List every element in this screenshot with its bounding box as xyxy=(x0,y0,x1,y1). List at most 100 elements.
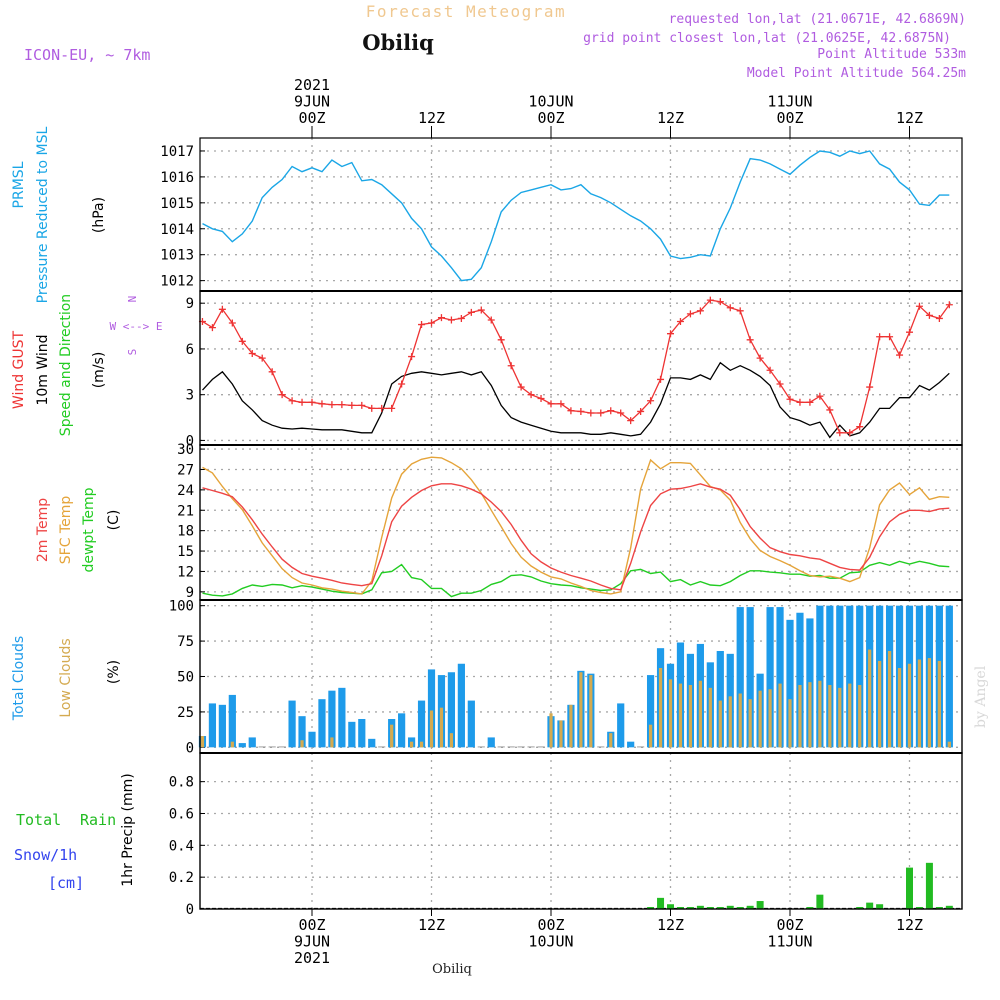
gust-marker xyxy=(706,296,714,304)
y-tick-label: 75 xyxy=(177,634,194,650)
y-tick-label: 50 xyxy=(177,670,194,686)
total-cloud-bar xyxy=(617,703,625,748)
total-cloud-bar xyxy=(318,699,326,748)
gust-marker xyxy=(288,397,296,405)
gust-marker xyxy=(557,400,565,408)
gust-marker xyxy=(477,306,485,314)
y-tick-label: 1012 xyxy=(160,274,194,290)
low-cloud-bar xyxy=(439,707,444,748)
gust-marker xyxy=(388,404,396,412)
gust-marker xyxy=(627,417,635,425)
precip-rain-label: Rain xyxy=(80,811,116,829)
bottom-time-label: 12Z xyxy=(896,916,923,934)
low-cloud-bar xyxy=(768,689,772,748)
gust-marker xyxy=(915,302,923,310)
low-cloud-bar xyxy=(230,741,234,748)
low-cloud-bar xyxy=(200,736,205,748)
top-time-label: 00Z xyxy=(537,109,564,127)
rain-bar xyxy=(816,894,824,909)
gust-marker xyxy=(816,392,824,400)
gust-marker xyxy=(607,407,615,415)
gust-marker xyxy=(587,409,595,417)
model-label: ICON-EU, ~ 7km xyxy=(24,46,150,64)
rain-bar xyxy=(746,905,754,909)
total-cloud-bar xyxy=(288,700,296,748)
gust-marker xyxy=(866,383,874,391)
bottom-time-label: 2021 xyxy=(294,949,330,967)
wind-label: 10m Wind xyxy=(35,334,51,405)
gust-marker xyxy=(617,409,625,417)
gust-marker xyxy=(686,310,694,318)
low-cloud-bar xyxy=(887,651,892,748)
gust-marker xyxy=(447,316,455,324)
low-cloud-bar xyxy=(878,660,882,748)
total-cloud-bar xyxy=(796,612,804,748)
y-tick-label: 0 xyxy=(186,433,194,449)
bottom-time-label: 00Z xyxy=(776,916,803,934)
gust-marker xyxy=(796,398,804,406)
low-cloud-bar xyxy=(818,680,822,748)
total-cloud-bar xyxy=(398,713,406,748)
low-cloud-bar xyxy=(429,710,434,748)
total-cloud-bar xyxy=(637,746,645,748)
low-cloud-bar xyxy=(668,679,673,748)
low-cloud-bar xyxy=(688,685,693,748)
panel-frame xyxy=(199,752,963,910)
y-tick-label: 0.4 xyxy=(169,838,194,854)
pressure-unit-label: (hPa) xyxy=(91,197,107,233)
low-cloud-bar xyxy=(609,733,613,748)
top-time-label: 12Z xyxy=(657,109,684,127)
low-cloud-bar xyxy=(579,672,583,748)
gust-marker xyxy=(806,398,814,406)
gust-marker xyxy=(746,336,754,344)
grid-lines xyxy=(200,138,962,910)
sfc-temp-line xyxy=(202,456,950,595)
gridpoint-coords: grid point closest lon,lat (21.0625E, 42… xyxy=(583,31,951,46)
gust-marker xyxy=(856,423,864,431)
gust-marker xyxy=(517,383,525,391)
total-cloud-bar xyxy=(338,687,346,748)
y-tick-label: 100 xyxy=(169,599,194,615)
gust-marker xyxy=(906,328,913,336)
gust-marker xyxy=(318,400,326,408)
wind-unit-label: (m/s) xyxy=(91,352,107,389)
panel-frame xyxy=(199,290,963,446)
low-cloud-bar xyxy=(917,659,922,748)
rain-bar xyxy=(866,902,874,909)
gust-marker xyxy=(437,314,445,322)
rain-bar xyxy=(716,907,724,909)
gust-marker xyxy=(308,398,316,406)
low-cloud-bar xyxy=(758,690,762,748)
low-cloud-bar xyxy=(708,687,712,748)
y-tick-label: 1013 xyxy=(160,248,194,264)
total-cloud-bar xyxy=(746,607,754,748)
compass-south: S xyxy=(126,349,139,356)
gust-marker xyxy=(786,395,794,403)
low-cloud-bar xyxy=(658,668,663,748)
gust-marker xyxy=(328,401,336,409)
chart-title: Forecast Meteogram xyxy=(366,2,566,21)
total-cloud-bar xyxy=(248,737,256,748)
low-cloud-bar xyxy=(419,741,424,748)
gust-marker xyxy=(716,298,724,306)
dewpoint-label: dewpt Temp xyxy=(81,487,97,572)
low-cloud-bar xyxy=(698,680,702,748)
low-cloud-bar xyxy=(897,668,902,748)
total-cloud-bar xyxy=(537,746,545,748)
low-cloud-bar xyxy=(409,741,414,748)
gust-marker xyxy=(298,398,306,406)
y-tick-label: 1014 xyxy=(160,222,194,238)
total-cloud-bar xyxy=(457,663,465,748)
y-tick-label: 0 xyxy=(186,740,194,756)
total-cloud-bar xyxy=(447,672,456,748)
total-cloud-bar xyxy=(208,703,217,748)
gust-marker xyxy=(776,380,784,388)
total-cloud-label: Total Clouds xyxy=(11,636,27,721)
total-cloud-bar xyxy=(417,700,426,748)
total-cloud-bar xyxy=(597,746,605,748)
gust-marker xyxy=(398,380,406,388)
gust-marker xyxy=(537,394,545,402)
bottom-time-label: 12Z xyxy=(657,916,684,934)
gust-marker xyxy=(766,366,774,374)
low-cloud-bar xyxy=(648,724,653,748)
